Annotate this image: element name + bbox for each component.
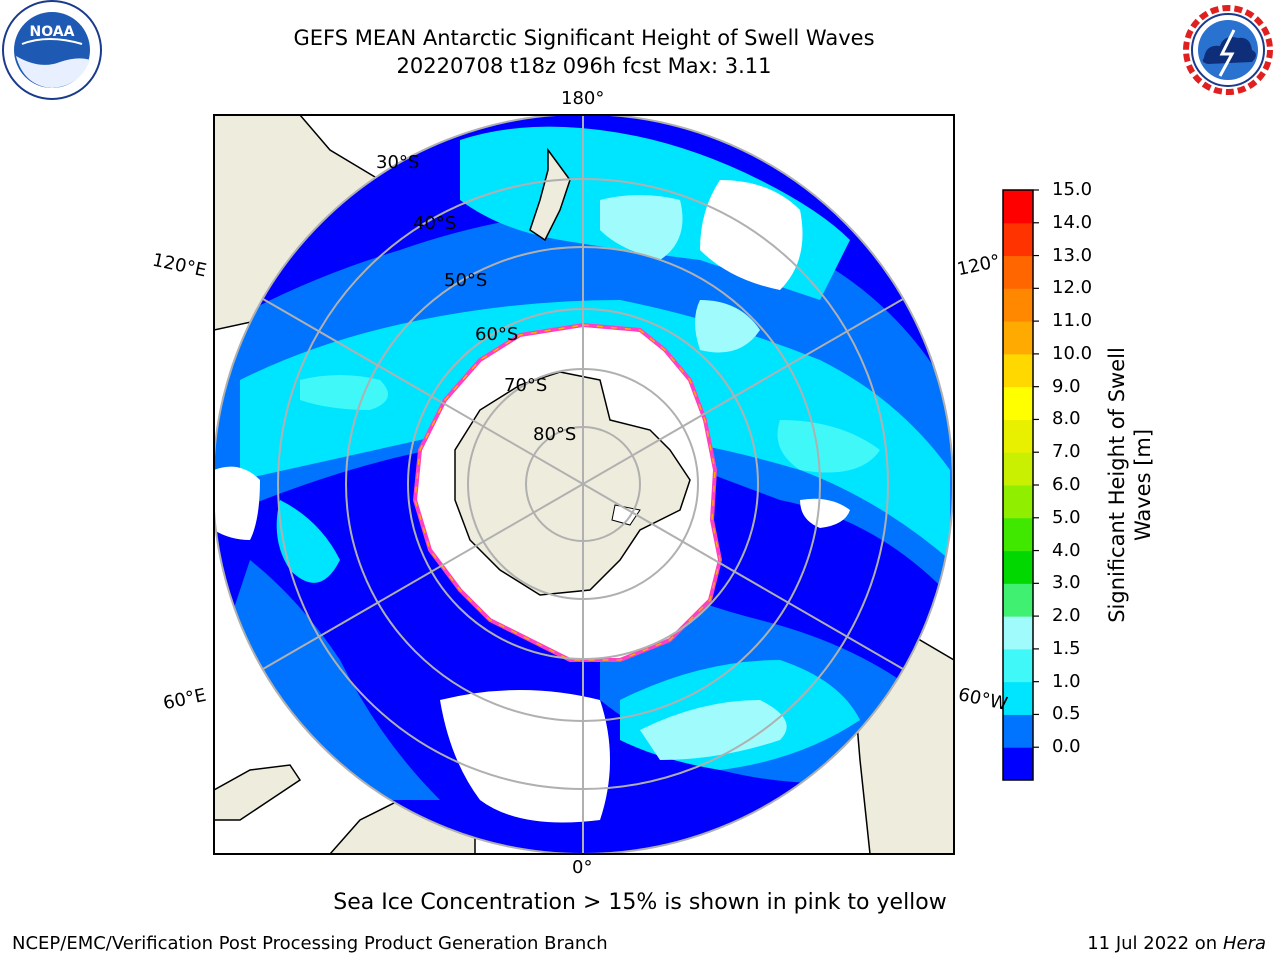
colorbar-tick-label: 4.0 xyxy=(1052,539,1081,561)
page-title: GEFS MEAN Antarctic Significant Height o… xyxy=(293,26,875,50)
colorbar-segment xyxy=(1003,386,1033,420)
map-frame xyxy=(213,114,955,855)
colorbar-tick-label: 12.0 xyxy=(1052,277,1093,299)
colorbar-segment xyxy=(1003,550,1033,584)
colorbar-tick-label: 14.0 xyxy=(1052,211,1093,233)
page-subtitle: 20220708 t18z 096h fcst Max: 3.11 xyxy=(396,54,772,78)
colorbar-tick-label: 13.0 xyxy=(1052,244,1093,266)
colorbar-segment xyxy=(1003,353,1033,388)
meridian-label-top: 180° xyxy=(561,88,605,109)
colorbar-segment xyxy=(1003,714,1033,748)
colorbar-segment xyxy=(1003,648,1033,683)
antarctica-land xyxy=(454,371,691,596)
footer-date-text: 11 Jul 2022 on xyxy=(1087,933,1223,954)
colorbar-segment xyxy=(1003,747,1033,781)
colorbar-segment xyxy=(1003,452,1033,486)
colorbar-label-line2: Waves [m] xyxy=(1131,428,1155,542)
colorbar-segment xyxy=(1003,485,1033,519)
colorbar xyxy=(1002,189,1039,781)
parallel-label-50s: 50°S xyxy=(444,270,488,291)
colorbar-tick-label: 5.0 xyxy=(1052,506,1081,528)
parallel-label-30s: 30°S xyxy=(376,152,420,173)
colorbar-tick-label: 15.0 xyxy=(1052,179,1093,200)
nws-logo-icon xyxy=(1180,2,1276,98)
colorbar-tick-label: 6.0 xyxy=(1052,474,1081,495)
footer-machine: Hera xyxy=(1222,933,1266,954)
parallel-label-70s: 70°S xyxy=(504,375,548,396)
colorbar-segment xyxy=(1003,419,1033,453)
footer-date: 11 Jul 2022 on Hera xyxy=(1087,933,1266,954)
colorbar-segment xyxy=(1003,288,1033,322)
colorbar-segment xyxy=(1003,190,1033,224)
noaa-logo-icon: NOAA xyxy=(2,0,102,100)
colorbar-tick-label: 9.0 xyxy=(1052,375,1081,397)
colorbar-tick-label: 0.0 xyxy=(1052,736,1081,758)
colorbar-segment xyxy=(1003,681,1033,715)
footer-credit: NCEP/EMC/Verification Post Processing Pr… xyxy=(12,933,608,954)
meridian-label-bottom: 0° xyxy=(572,857,593,878)
colorbar-label-line1: Significant Height of Swell xyxy=(1105,347,1129,623)
sea-ice-note: Sea Ice Concentration > 15% is shown in … xyxy=(333,890,947,915)
parallel-label-80s: 80°S xyxy=(533,424,577,445)
colorbar-segment xyxy=(1003,517,1033,552)
colorbar-tick-label: 2.0 xyxy=(1052,605,1081,627)
colorbar-tick-label: 11.0 xyxy=(1052,310,1093,332)
colorbar-tick-label: 0.5 xyxy=(1052,703,1081,725)
svg-text:NOAA: NOAA xyxy=(30,24,75,40)
colorbar-tick-label: 1.0 xyxy=(1052,670,1081,692)
colorbar-segment xyxy=(1003,255,1033,289)
colorbar-tick-label: 10.0 xyxy=(1052,342,1093,364)
new-zealand-land xyxy=(529,147,571,242)
colorbar-tick-label: 3.0 xyxy=(1052,572,1081,594)
map-area xyxy=(214,115,954,854)
colorbar-segment xyxy=(1003,222,1033,257)
madagascar-land xyxy=(214,764,302,821)
colorbar-segment xyxy=(1003,583,1033,617)
colorbar-segment xyxy=(1003,321,1033,355)
parallel-label-40s: 40°S xyxy=(413,213,457,234)
colorbar-tick-label: 1.5 xyxy=(1052,637,1081,659)
colorbar-segment xyxy=(1003,616,1033,650)
colorbar-tick-label: 7.0 xyxy=(1052,441,1081,463)
colorbar-tick-label: 8.0 xyxy=(1052,408,1081,430)
parallel-label-60s: 60°S xyxy=(475,324,519,345)
